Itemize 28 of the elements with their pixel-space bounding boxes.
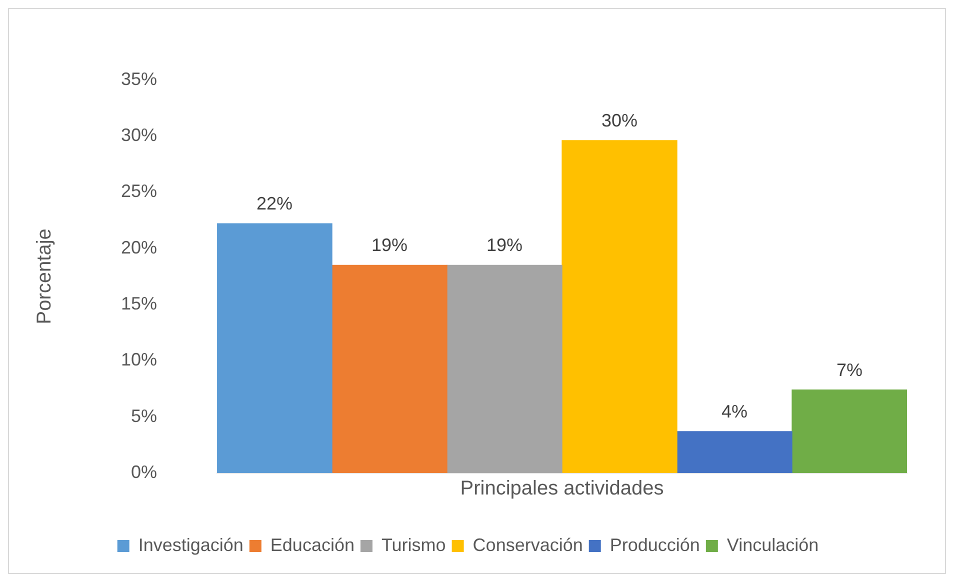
y-tick-label: 10% xyxy=(120,350,158,370)
y-tick-label: 20% xyxy=(120,237,158,258)
y-tick-label: 0% xyxy=(131,462,158,482)
bar xyxy=(562,140,678,473)
y-axis-title: Porcentaje xyxy=(34,228,56,324)
data-label: 22% xyxy=(256,194,293,214)
bar xyxy=(446,264,562,473)
legend-label: Conservación xyxy=(472,534,583,555)
legend-label: Turismo xyxy=(381,534,446,555)
bar xyxy=(332,264,448,473)
y-tick-label: 25% xyxy=(120,181,158,202)
bar xyxy=(792,390,907,473)
legend-label: Producción xyxy=(610,534,700,555)
legend-label: Educación xyxy=(270,534,354,555)
data-label: 19% xyxy=(486,235,523,256)
y-tick-label: 35% xyxy=(120,68,158,89)
y-tick-label: 30% xyxy=(120,124,158,145)
y-tick-label: 15% xyxy=(120,293,158,314)
legend-label: Investigación xyxy=(138,534,244,555)
data-label: 7% xyxy=(836,360,863,380)
bar xyxy=(217,223,332,473)
bar xyxy=(676,431,792,473)
data-label: 19% xyxy=(372,235,408,256)
legend-label: Vinculación xyxy=(726,534,819,555)
x-axis-title: Principales actividades xyxy=(460,478,664,500)
y-tick-label: 5% xyxy=(131,406,158,426)
data-label: 30% xyxy=(601,110,638,130)
data-label: 4% xyxy=(722,401,748,422)
